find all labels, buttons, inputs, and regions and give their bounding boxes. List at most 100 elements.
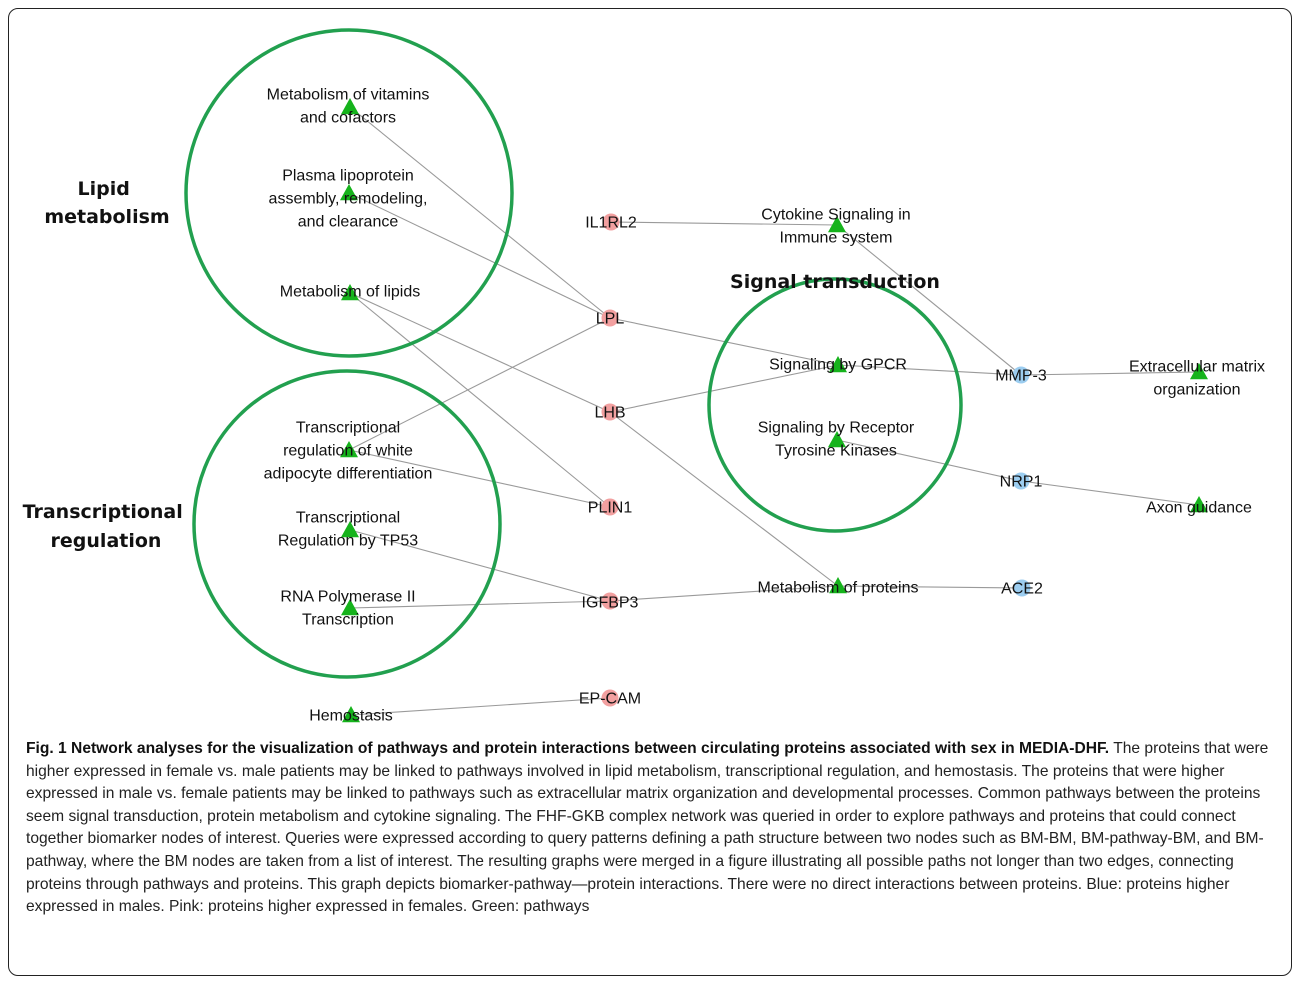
node-label-ecm-1: organization	[1153, 382, 1240, 399]
edge-layer	[348, 106, 1200, 716]
edge-hemostasis-epcam	[350, 697, 611, 716]
node-label-lipoprotein-0: Plasma lipoprotein	[282, 168, 414, 185]
edge-white_adipocyte-plin1	[348, 449, 611, 508]
node-proteins[interactable]: Metabolism of proteins	[758, 577, 919, 597]
protein-female-dot	[601, 592, 619, 610]
pathway-triangle-icon	[340, 184, 358, 201]
node-gpcr[interactable]: Signaling by GPCR	[769, 356, 907, 374]
node-label-epcam-0: EP-CAM	[579, 691, 641, 708]
node-label-white_adipocyte-0: Transcriptional	[296, 420, 400, 437]
node-label-lipids-0: Metabolism of lipids	[280, 284, 421, 301]
edge-lipids-plin1	[349, 292, 611, 508]
pathway-triangle-icon	[341, 98, 359, 115]
node-nrp1[interactable]: NRP1	[1000, 472, 1043, 491]
node-rtk[interactable]: Signaling by Receptor Tyrosine Kinases	[758, 420, 915, 460]
node-ecm[interactable]: Extracellular matrix organization	[1129, 359, 1265, 399]
node-label-ace2-0: ACE2	[1001, 581, 1043, 598]
signal-transduction-circle	[707, 277, 963, 533]
edge-nrp1-axon	[1020, 480, 1200, 506]
node-label-rnapol-0: RNA Polymerase II	[280, 589, 415, 606]
pathway-triangle-icon	[342, 706, 360, 723]
protein-female-dot	[601, 309, 619, 327]
edge-white_adipocyte-lpl	[348, 317, 611, 451]
node-epcam[interactable]: EP-CAM	[579, 689, 641, 708]
node-label-cytokine-1: Immune system	[780, 230, 893, 247]
node-label-lhb-0: LHB	[594, 405, 625, 422]
node-white_adipocyte[interactable]: Transcriptional regulation of white adipoc…	[264, 420, 433, 483]
edge-tp53-igfbp3	[349, 529, 611, 602]
edge-igfbp3-proteins	[609, 585, 839, 602]
edge-il1rl2-cytokine	[610, 221, 838, 226]
protein-male-dot	[1012, 472, 1030, 490]
node-lhb[interactable]: LHB	[594, 403, 626, 422]
node-axon[interactable]: Axon guidance	[1146, 496, 1252, 517]
protein-female-dot	[601, 689, 619, 707]
protein-female-dot	[601, 498, 619, 516]
node-label-rnapol-1: Transcription	[302, 612, 394, 629]
node-label-rtk-0: Signaling by Receptor	[758, 420, 915, 437]
node-igfbp3[interactable]: IGFBP3	[582, 592, 639, 612]
node-label-proteins-0: Metabolism of proteins	[758, 580, 919, 597]
node-mmp3[interactable]: MMP-3	[995, 366, 1047, 385]
node-label-lipoprotein-1: assembly, remodeling,	[269, 191, 428, 208]
figure-frame	[8, 8, 1292, 976]
node-label-vitamins-0: Metabolism of vitamins	[267, 87, 430, 104]
node-label-vitamins-1: and cofactors	[300, 110, 396, 127]
lipid-metabolism-circle	[184, 28, 514, 358]
node-label-mmp3-0: MMP-3	[995, 368, 1047, 385]
pathway-triangle-icon	[1190, 496, 1208, 513]
edge-mmp3-ecm	[1020, 371, 1200, 376]
node-layer: Metabolism of vitamins and cofactors Plasm…	[264, 87, 1265, 725]
node-label-rtk-1: Tyrosine Kinases	[775, 443, 897, 460]
node-tp53[interactable]: Transcriptional Regulation by TP53	[278, 510, 418, 550]
pathway-triangle-icon	[341, 599, 359, 616]
edge-gpcr-mmp3	[837, 364, 1022, 376]
node-label-gpcr-0: Signaling by GPCR	[769, 357, 907, 374]
node-label-lipoprotein-2: and clearance	[298, 214, 399, 231]
node-label-ecm-0: Extracellular matrix	[1129, 359, 1265, 376]
group-label-signal: Signal transduction	[730, 271, 940, 293]
node-rnapol[interactable]: RNA Polymerase II Transcription	[280, 589, 415, 629]
node-label-nrp1-0: NRP1	[1000, 474, 1043, 491]
node-label-cytokine-0: Cytokine Signaling in	[761, 207, 910, 224]
node-label-white_adipocyte-2: adipocyte differentiation	[264, 466, 433, 483]
node-label-tp53-0: Transcriptional	[296, 510, 400, 527]
caption-title: Fig. 1 Network analyses for the visualiz…	[26, 740, 1110, 757]
edge-lpl-gpcr	[609, 317, 839, 366]
pathway-triangle-icon	[829, 356, 847, 373]
node-label-tp53-1: Regulation by TP53	[278, 533, 418, 550]
node-ace2[interactable]: ACE2	[1001, 579, 1043, 598]
pathway-triangle-icon	[1190, 363, 1208, 380]
node-label-igfbp3-0: IGFBP3	[582, 595, 639, 612]
edge-rtk-nrp1	[836, 439, 1022, 482]
node-cytokine[interactable]: Cytokine Signaling in Immune system	[761, 207, 910, 247]
edge-proteins-ace2	[837, 585, 1023, 589]
pathway-triangle-icon	[828, 216, 846, 233]
node-label-hemostasis-0: Hemostasis	[309, 708, 393, 725]
edge-vitamins-lpl	[349, 106, 611, 319]
node-il1rl2[interactable]: IL1RL2	[585, 213, 637, 232]
edge-cytokine-mmp3	[836, 224, 1022, 376]
transcriptional-regulation-circle	[192, 369, 502, 679]
figure-caption: Fig. 1 Network analyses for the visualiz…	[26, 738, 1276, 919]
node-vitamins[interactable]: Metabolism of vitamins and cofactors	[267, 87, 430, 127]
edge-lhb-gpcr	[609, 364, 839, 413]
node-label-white_adipocyte-1: regulation of white	[283, 443, 413, 460]
node-lipoprotein[interactable]: Plasma lipoprotein assembly, remodeling, a…	[269, 168, 428, 231]
protein-male-dot	[1012, 366, 1030, 384]
pathway-triangle-icon	[340, 441, 358, 458]
node-lipids[interactable]: Metabolism of lipids	[280, 284, 421, 301]
node-label-lpl-0: LPL	[596, 311, 625, 328]
edge-lipids-lhb	[349, 292, 611, 413]
pathway-triangle-icon	[341, 521, 359, 538]
group-label-transcriptional: Transcriptional regulation	[23, 501, 190, 552]
edge-lipoprotein-lpl	[348, 192, 611, 319]
edge-lhb-proteins	[609, 411, 839, 587]
node-label-plin1-0: PLIN1	[588, 500, 633, 517]
protein-female-dot	[601, 403, 619, 421]
node-lpl[interactable]: LPL	[596, 309, 625, 328]
caption-body: The proteins that were higher expressed …	[26, 740, 1269, 916]
node-plin1[interactable]: PLIN1	[588, 498, 633, 517]
node-hemostasis[interactable]: Hemostasis	[309, 706, 393, 725]
